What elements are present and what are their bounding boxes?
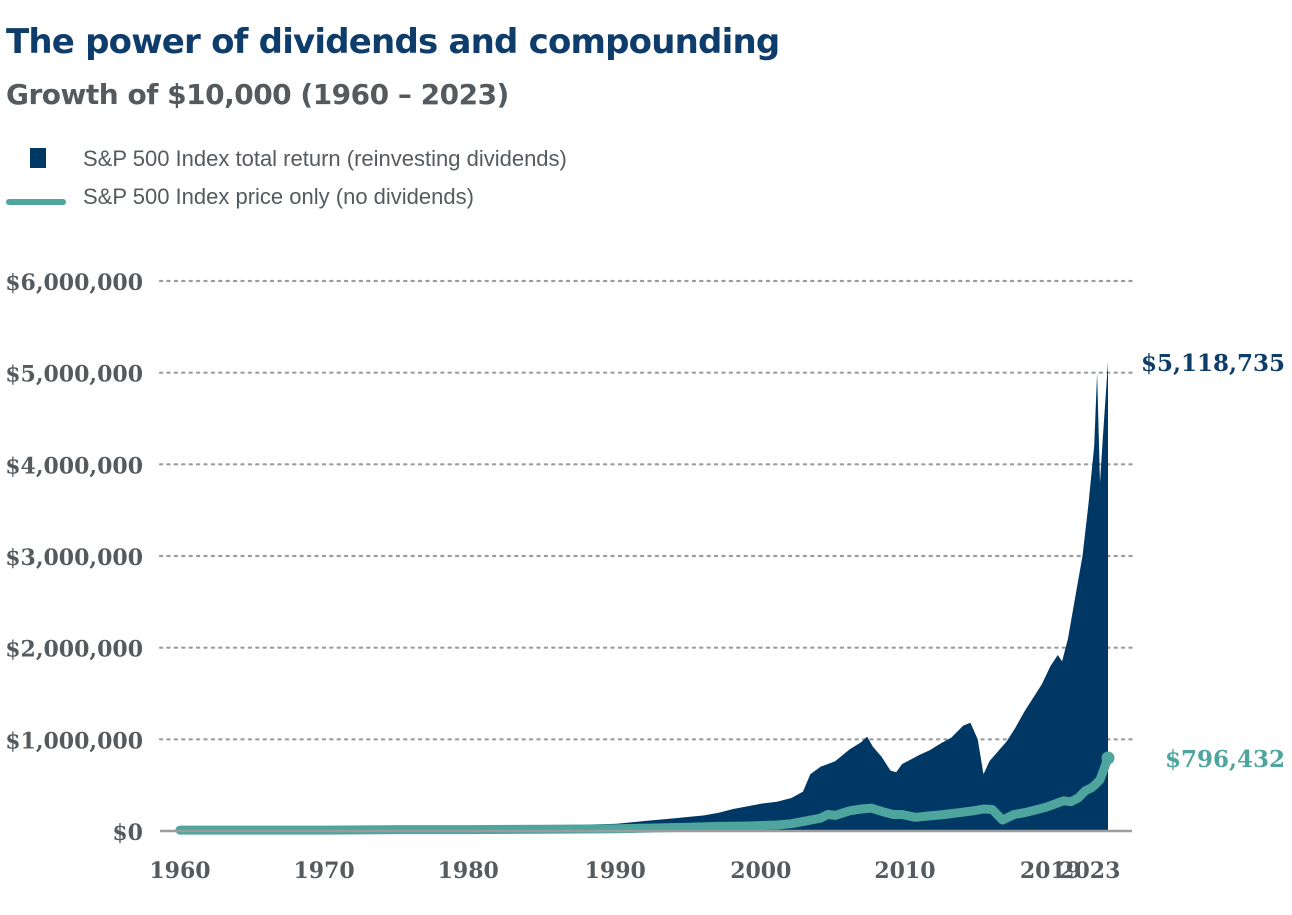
y-tick-label: $5,000,000: [5, 362, 143, 388]
y-tick-label: $3,000,000: [5, 545, 143, 571]
series-layer: [175, 361, 1115, 835]
y-tick-label: $2,000,000: [5, 637, 143, 663]
axes: $0 $1,000,000 $2,000,000 $3,000,000 $4,000,0…: [5, 270, 1132, 884]
x-tick-label: 2023: [1059, 858, 1120, 884]
x-tick-label: 2010: [874, 858, 935, 884]
y-tick-label: $4,000,000: [5, 453, 143, 479]
series-end-point-price-only: [1101, 751, 1115, 765]
chart-title: The power of dividends and compounding: [6, 22, 780, 62]
gridlines: [158, 279, 1134, 741]
end-value-label: $796,432: [1165, 746, 1285, 773]
y-tick-label: $6,000,000: [5, 270, 143, 296]
x-tick-label: 1990: [585, 858, 646, 884]
legend-swatch-total-return: [30, 148, 46, 168]
legend-label-price-only: S&P 500 Index price only (no dividends): [83, 184, 474, 209]
x-tick-label: 1970: [293, 858, 354, 884]
series-line-price-only: [175, 753, 1113, 835]
chart-subtitle: Growth of $10,000 (1960 – 2023): [6, 78, 509, 111]
series-area-total-return: [180, 361, 1108, 831]
y-tick-label: $1,000,000: [5, 728, 143, 754]
x-tick-label: 2019: [1020, 858, 1081, 884]
end-value-label: $5,118,735: [1141, 350, 1285, 377]
labels: $5,118,735 $796,432: [1141, 350, 1285, 773]
x-tick-label: 2000: [730, 858, 791, 884]
legend-swatch-price-only: [6, 199, 66, 205]
x-tick-label: 1960: [149, 858, 210, 884]
x-tick-label: 1980: [438, 858, 499, 884]
y-tick-label: $0: [112, 820, 143, 846]
legend-label-total-return: S&P 500 Index total return (reinvesting …: [83, 146, 567, 171]
